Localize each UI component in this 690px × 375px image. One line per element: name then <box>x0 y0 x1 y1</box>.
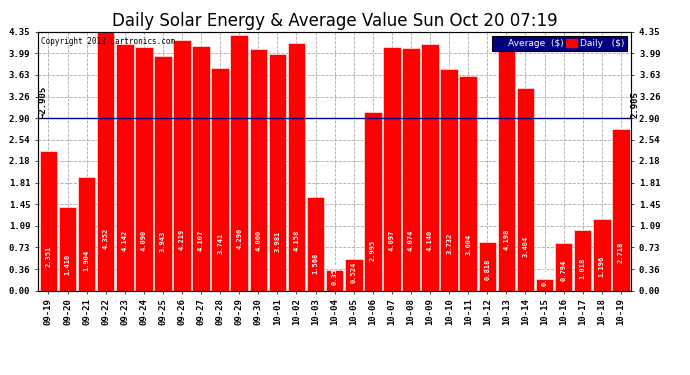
Bar <box>78 177 95 291</box>
Text: 4.352: 4.352 <box>103 228 109 249</box>
Bar <box>154 56 172 291</box>
Text: 2.905: 2.905 <box>631 91 640 118</box>
Text: 4.074: 4.074 <box>408 230 414 251</box>
Text: 1.568: 1.568 <box>313 252 319 274</box>
Text: 3.943: 3.943 <box>160 231 166 252</box>
Text: 1.904: 1.904 <box>83 249 90 271</box>
Bar <box>364 112 382 291</box>
Bar <box>574 230 591 291</box>
Bar <box>173 40 190 291</box>
Text: Copyright 2013 Cartronics.com: Copyright 2013 Cartronics.com <box>41 37 175 46</box>
Bar <box>612 129 630 291</box>
Bar <box>268 54 286 291</box>
Text: 0.794: 0.794 <box>560 260 566 280</box>
Title: Daily Solar Energy & Average Value Sun Oct 20 07:19: Daily Solar Energy & Average Value Sun O… <box>112 12 558 30</box>
Text: 1.410: 1.410 <box>65 254 70 275</box>
Bar <box>326 270 344 291</box>
Text: 2.351: 2.351 <box>46 245 52 267</box>
Bar <box>230 36 248 291</box>
Text: 0.351: 0.351 <box>332 263 337 285</box>
Bar <box>116 44 134 291</box>
Bar <box>39 151 57 291</box>
Bar <box>535 279 553 291</box>
Bar <box>383 47 401 291</box>
Text: 4.140: 4.140 <box>427 230 433 251</box>
Text: 0.190: 0.190 <box>542 265 548 286</box>
Bar <box>97 32 115 291</box>
Text: 4.219: 4.219 <box>179 229 185 250</box>
Bar <box>402 48 420 291</box>
Bar <box>479 242 496 291</box>
Bar <box>59 207 77 291</box>
Text: 4.290: 4.290 <box>236 228 242 249</box>
Bar <box>345 260 362 291</box>
Text: 4.097: 4.097 <box>389 230 395 251</box>
Bar <box>193 46 210 291</box>
Text: 4.090: 4.090 <box>141 230 147 251</box>
Text: 3.981: 3.981 <box>275 231 280 252</box>
Text: 2.718: 2.718 <box>618 242 624 263</box>
Text: 4.198: 4.198 <box>504 229 509 250</box>
Bar <box>440 69 458 291</box>
Bar <box>135 47 152 291</box>
Bar <box>555 243 573 291</box>
Bar <box>307 197 324 291</box>
Text: 3.604: 3.604 <box>465 234 471 255</box>
Text: 0.818: 0.818 <box>484 259 491 280</box>
Text: 4.142: 4.142 <box>121 230 128 251</box>
Bar <box>460 76 477 291</box>
Text: 1.196: 1.196 <box>599 256 604 277</box>
Bar <box>517 88 534 291</box>
Bar <box>422 44 439 291</box>
Text: 3.741: 3.741 <box>217 233 223 254</box>
Text: 4.060: 4.060 <box>255 230 262 251</box>
Text: →2.905: →2.905 <box>39 86 48 118</box>
Legend: Average  ($), Daily   ($): Average ($), Daily ($) <box>491 36 627 51</box>
Bar <box>288 43 305 291</box>
Text: 3.404: 3.404 <box>522 236 529 257</box>
Text: 1.018: 1.018 <box>580 257 586 279</box>
Text: 4.158: 4.158 <box>293 229 299 251</box>
Text: 4.107: 4.107 <box>198 230 204 251</box>
Text: 0.524: 0.524 <box>351 262 357 283</box>
Bar <box>593 219 611 291</box>
Bar <box>497 41 515 291</box>
Text: 2.995: 2.995 <box>370 240 376 261</box>
Bar <box>250 49 267 291</box>
Bar <box>211 68 229 291</box>
Text: 3.732: 3.732 <box>446 233 452 254</box>
